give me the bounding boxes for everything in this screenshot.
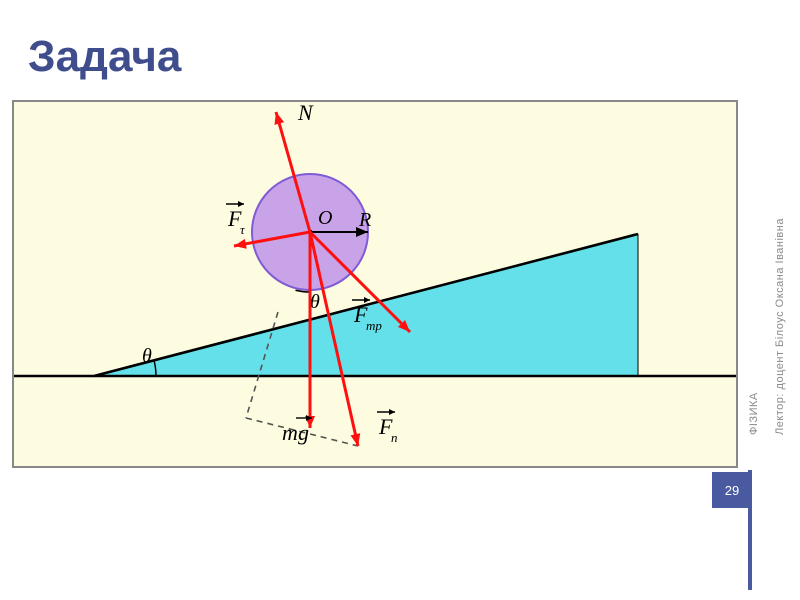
svg-text:m: m <box>282 420 298 445</box>
sidebar-text: ФІЗИКА Лектор: доцент Білоус Оксана Іван… <box>748 165 786 435</box>
svg-text:τ: τ <box>240 222 246 237</box>
page-number: 29 <box>725 483 739 498</box>
page-number-badge: 29 <box>712 472 752 508</box>
accent-bar <box>748 470 752 590</box>
svg-text:тр: тр <box>366 318 382 333</box>
svg-text:n: n <box>391 430 398 445</box>
diagram-svg: θORθNFтрFnFτmg <box>14 102 738 468</box>
course-label: ФІЗИКА <box>748 165 760 435</box>
physics-figure: θORθNFтрFnFτmg <box>12 100 738 468</box>
slide: Задача θORθNFтрFnFτmg ФІЗИКА Лектор: доц… <box>0 0 800 600</box>
svg-text:R: R <box>358 209 371 231</box>
slide-title: Задача <box>28 32 181 82</box>
svg-text:O: O <box>318 207 332 229</box>
svg-text:N: N <box>297 102 314 125</box>
lecturer-label: Лектор: доцент Білоус Оксана Іванівна <box>774 165 786 435</box>
svg-text:θ: θ <box>142 345 152 367</box>
svg-text:g: g <box>298 420 309 445</box>
